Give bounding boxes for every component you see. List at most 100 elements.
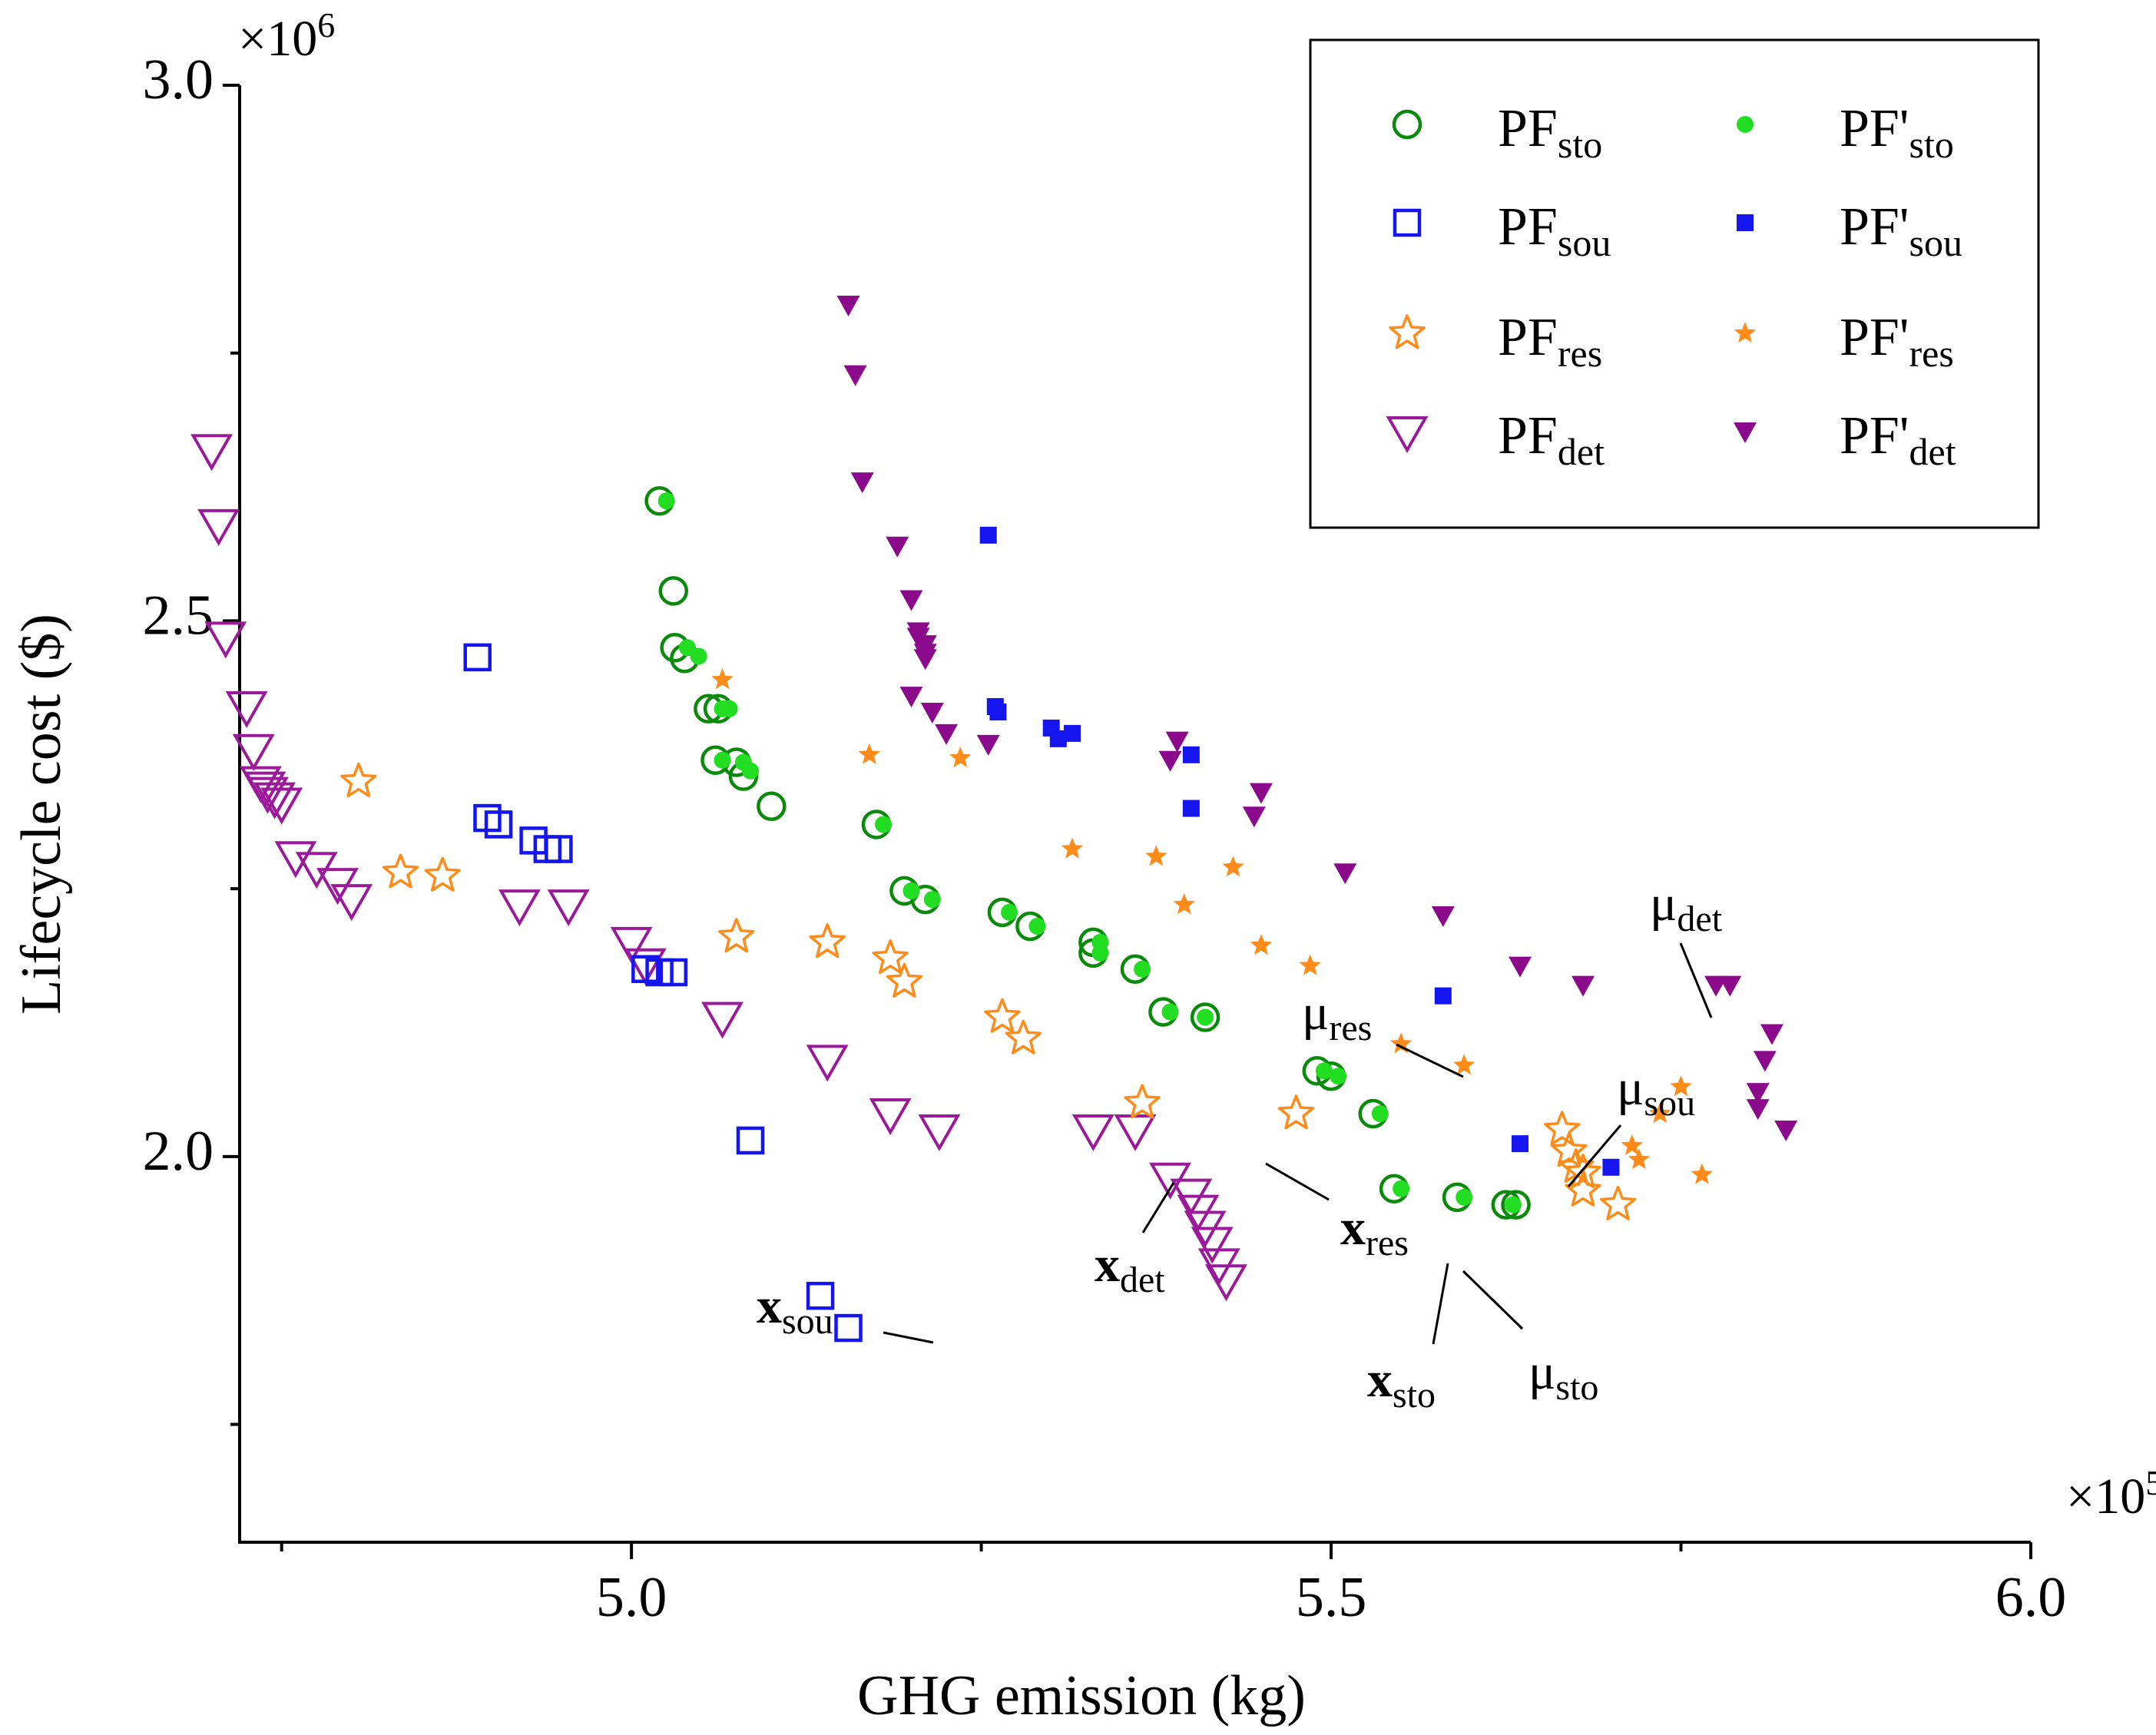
data-point bbox=[1718, 975, 1742, 997]
data-point bbox=[935, 723, 959, 745]
leader-mu-det bbox=[1679, 942, 1713, 1018]
annotation-mu-det: μdet bbox=[1650, 876, 1723, 939]
data-point bbox=[1028, 917, 1046, 935]
annotation-x-det: xdet bbox=[1095, 1237, 1165, 1300]
data-point bbox=[1197, 1008, 1214, 1026]
data-point bbox=[1250, 934, 1273, 955]
data-point bbox=[1565, 1154, 1601, 1189]
data-point bbox=[1371, 1105, 1389, 1123]
data-point bbox=[1431, 906, 1455, 928]
data-point bbox=[1277, 1094, 1315, 1130]
data-point bbox=[809, 923, 846, 959]
data-point bbox=[1512, 1135, 1529, 1153]
leader-x-det bbox=[1141, 1182, 1175, 1233]
data-point bbox=[1393, 1180, 1410, 1197]
data-point bbox=[899, 687, 923, 708]
annotation-mu-sou: μsou bbox=[1617, 1060, 1695, 1124]
data-point bbox=[1746, 1083, 1770, 1104]
y-multiplier: ×106 bbox=[238, 5, 335, 67]
data-point bbox=[1299, 954, 1321, 975]
data-point bbox=[1191, 1227, 1234, 1264]
y-axis-title: Lifecycle cost ($) bbox=[10, 614, 73, 1015]
data-point bbox=[690, 647, 707, 665]
y-tick-label: 3.0 bbox=[143, 48, 214, 111]
data-point bbox=[340, 762, 377, 798]
data-point bbox=[923, 891, 941, 909]
data-point bbox=[1145, 845, 1167, 866]
data-point bbox=[197, 508, 240, 546]
series-pf-sto bbox=[644, 485, 1531, 1220]
axis-ticks bbox=[223, 84, 2032, 1559]
data-point bbox=[1648, 1102, 1671, 1124]
data-point bbox=[382, 853, 419, 889]
data-point bbox=[806, 1045, 849, 1082]
x-multiplier: ×105 bbox=[2066, 1463, 2156, 1525]
series-pfp-det bbox=[836, 295, 1798, 1141]
data-point bbox=[260, 787, 303, 825]
data-point bbox=[463, 643, 492, 672]
data-point bbox=[979, 526, 997, 544]
legend-label-pf-det: PFdet bbox=[1498, 406, 1605, 473]
legend: PFsto PF'sto PFsou PF'sou PFres PF'res P… bbox=[1309, 38, 2040, 529]
data-point bbox=[1071, 1114, 1114, 1152]
data-point bbox=[657, 492, 675, 510]
legend-label-pfp-sto: PF'sto bbox=[1840, 99, 1954, 166]
x-axis-title: GHG emission (kg) bbox=[857, 1664, 1306, 1727]
legend-marker bbox=[1386, 416, 1429, 454]
data-point bbox=[1602, 1158, 1620, 1176]
data-point bbox=[424, 856, 461, 892]
data-point bbox=[757, 791, 787, 821]
data-point bbox=[701, 1002, 744, 1039]
y-tick-label: 2.5 bbox=[143, 584, 214, 647]
data-point bbox=[1005, 1019, 1042, 1055]
data-point bbox=[736, 1126, 765, 1155]
data-point bbox=[1746, 1099, 1770, 1121]
data-point bbox=[1452, 1054, 1475, 1075]
data-point bbox=[1182, 746, 1200, 763]
data-point bbox=[1389, 1032, 1412, 1054]
data-point bbox=[1134, 960, 1151, 978]
data-point bbox=[899, 590, 923, 611]
legend-label-pf-sto: PFsto bbox=[1498, 99, 1602, 166]
legend-label-pfp-det: PF'det bbox=[1840, 406, 1956, 473]
annotation-x-sou: xsou bbox=[757, 1278, 833, 1342]
data-point bbox=[1501, 1190, 1531, 1220]
data-point bbox=[1161, 1003, 1179, 1021]
data-point bbox=[949, 747, 972, 768]
data-point bbox=[1190, 1002, 1220, 1032]
data-point bbox=[920, 702, 944, 723]
data-point bbox=[1544, 1111, 1581, 1146]
leader-mu-res bbox=[1396, 1043, 1464, 1078]
data-point bbox=[718, 918, 755, 953]
leader-mu-sou bbox=[1567, 1124, 1622, 1187]
data-point bbox=[858, 743, 881, 764]
series-pfp-res bbox=[711, 668, 1714, 1184]
data-point bbox=[1333, 863, 1357, 885]
data-point bbox=[253, 782, 296, 819]
data-point bbox=[1691, 1163, 1714, 1184]
data-point bbox=[659, 958, 688, 987]
data-point bbox=[498, 889, 541, 927]
data-point bbox=[246, 776, 289, 814]
series-pfp-sou bbox=[979, 526, 1620, 1176]
data-point bbox=[1315, 1062, 1333, 1080]
data-point bbox=[1222, 856, 1244, 877]
data-point bbox=[913, 649, 937, 670]
data-point bbox=[225, 691, 268, 729]
data-point bbox=[1165, 731, 1189, 753]
data-point bbox=[624, 948, 667, 985]
data-point bbox=[850, 472, 874, 494]
data-point bbox=[204, 621, 247, 659]
series-pf-res bbox=[340, 762, 1637, 1220]
legend-label-pfp-res: PF'res bbox=[1840, 308, 1954, 375]
data-point bbox=[1434, 987, 1452, 1005]
data-point bbox=[711, 668, 734, 690]
data-point bbox=[1571, 975, 1595, 997]
data-point bbox=[1204, 1264, 1247, 1302]
data-point bbox=[1114, 1114, 1157, 1152]
annotation-x-sto: xsto bbox=[1367, 1352, 1436, 1415]
leader-mu-sto bbox=[1462, 1270, 1524, 1330]
data-point bbox=[1599, 1185, 1637, 1220]
data-point bbox=[232, 733, 275, 771]
